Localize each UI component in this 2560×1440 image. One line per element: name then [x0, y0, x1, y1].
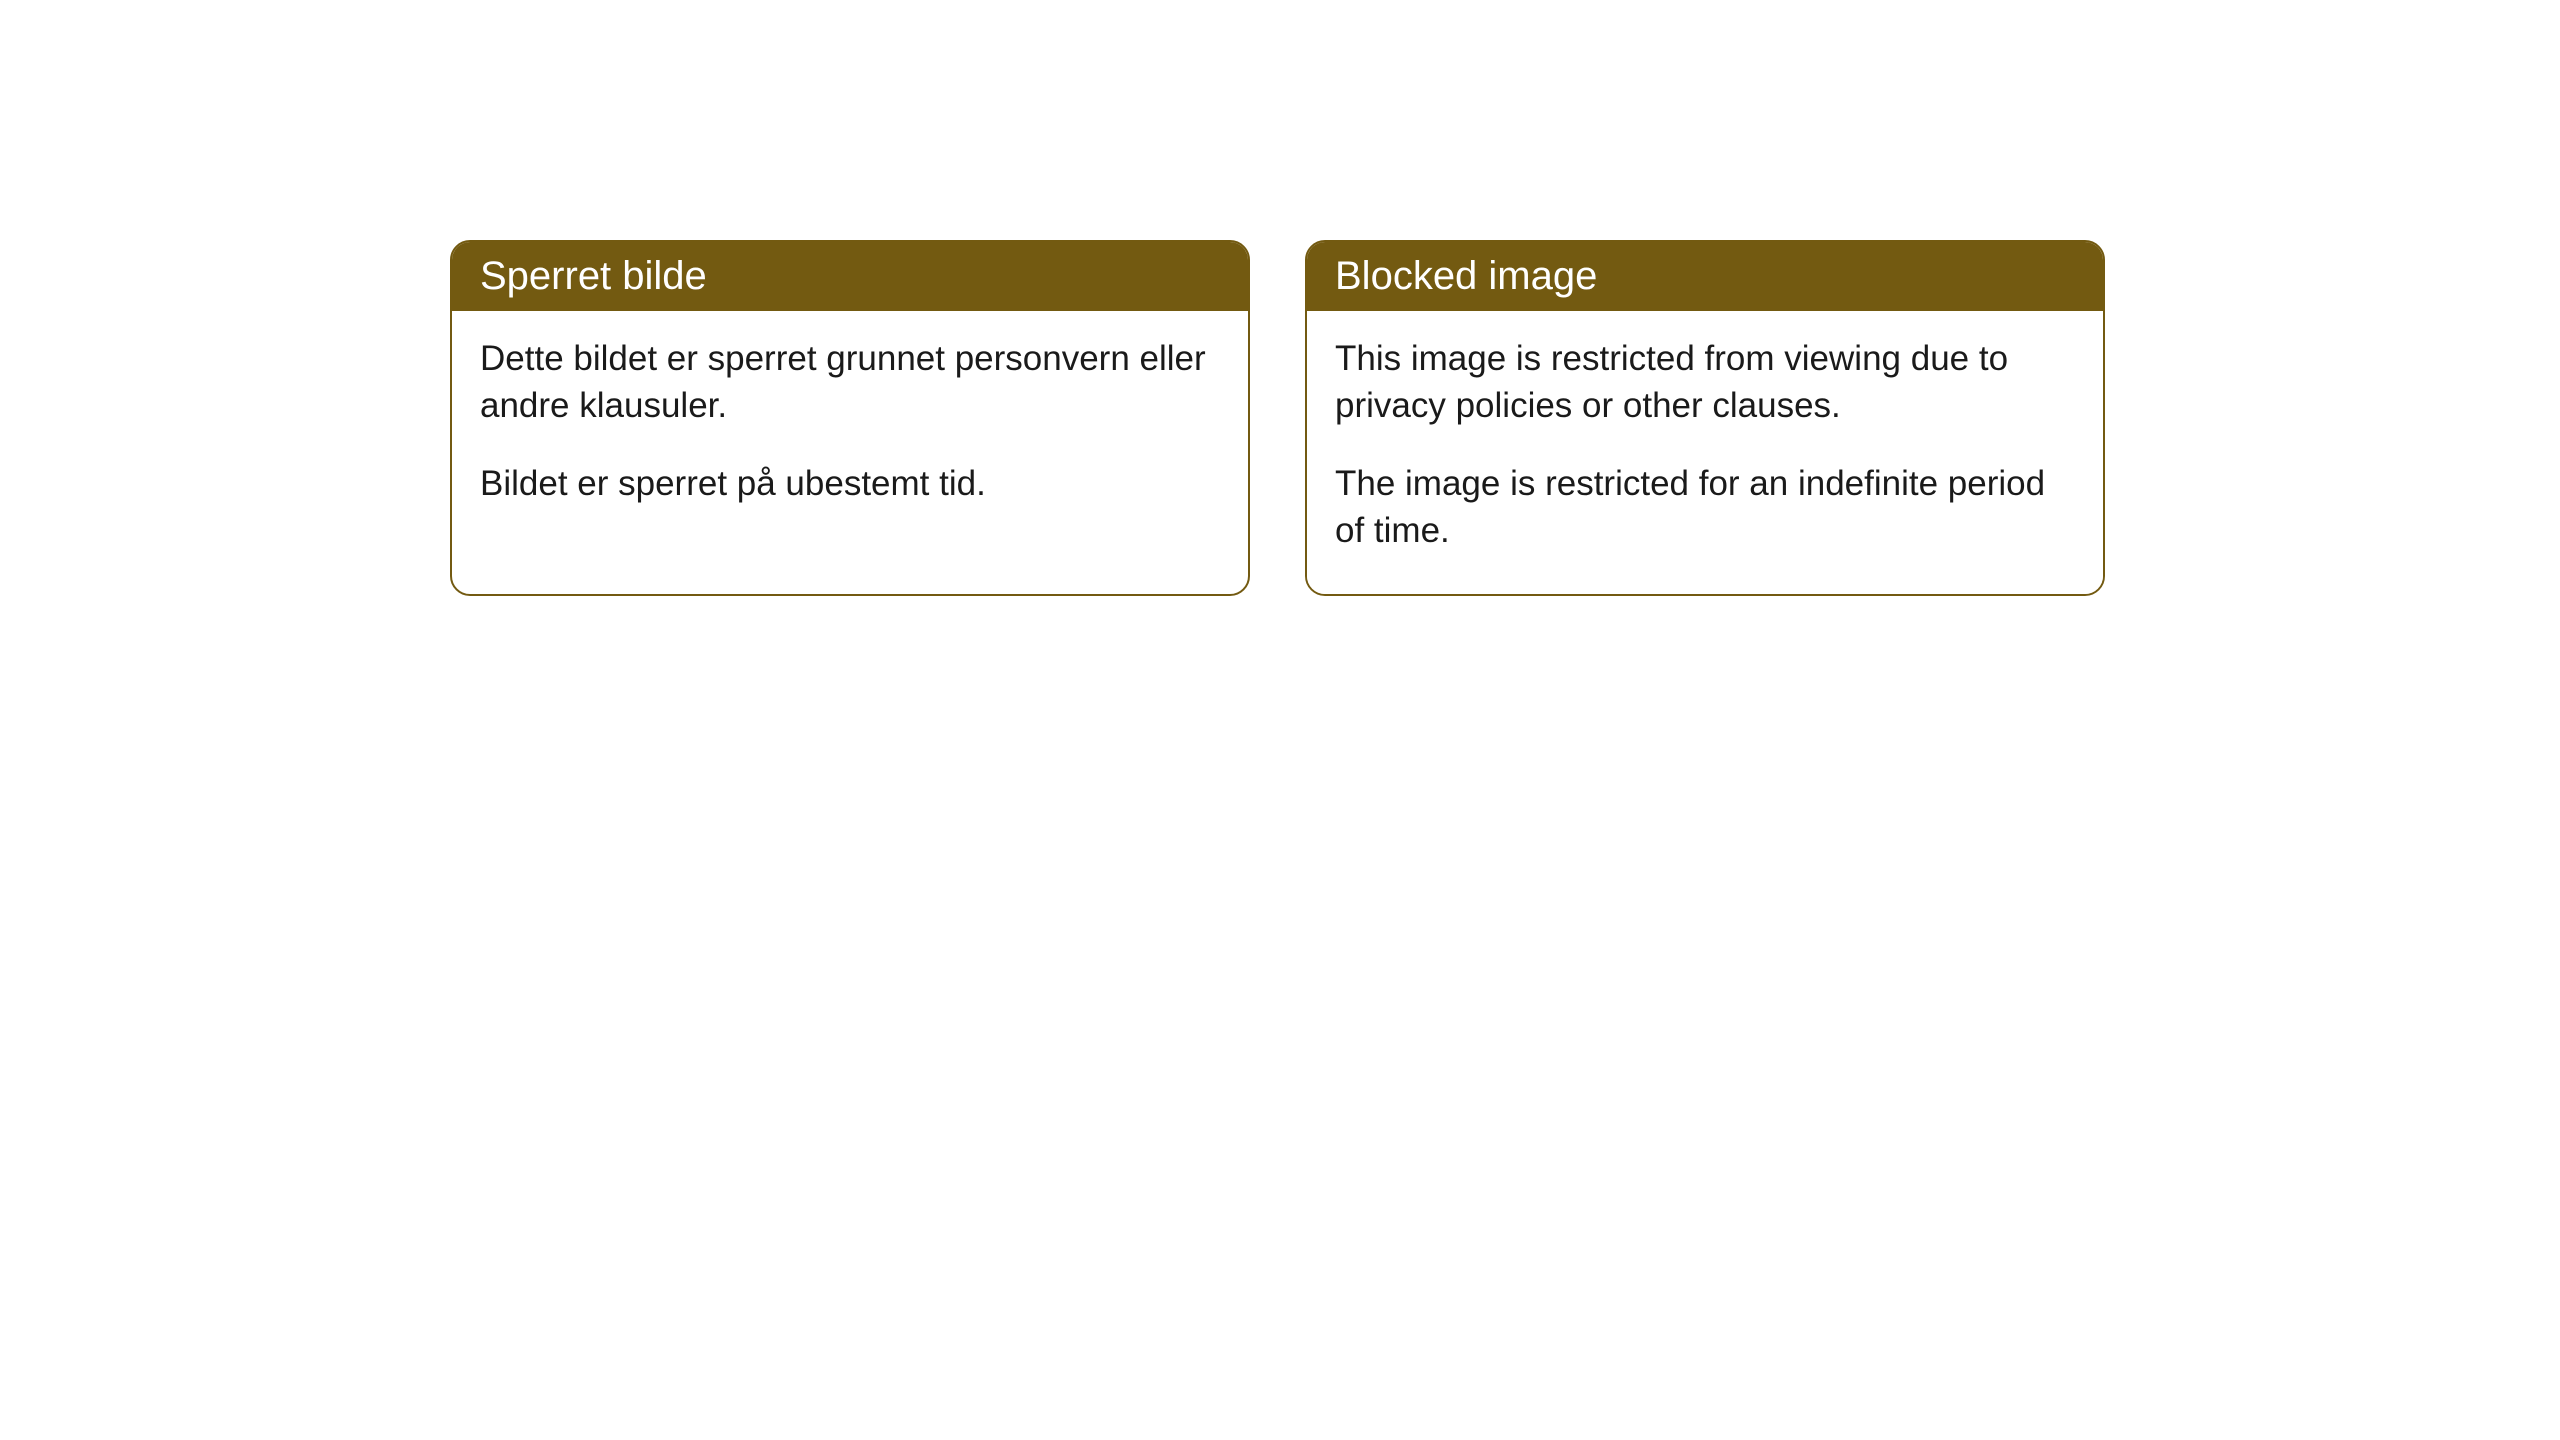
blocked-image-card-english: Blocked image This image is restricted f…: [1305, 240, 2105, 596]
card-header-norwegian: Sperret bilde: [452, 242, 1248, 311]
card-title: Sperret bilde: [480, 254, 707, 298]
card-paragraph-1: This image is restricted from viewing du…: [1335, 335, 2075, 430]
card-header-english: Blocked image: [1307, 242, 2103, 311]
card-paragraph-1: Dette bildet er sperret grunnet personve…: [480, 335, 1220, 430]
card-paragraph-2: The image is restricted for an indefinit…: [1335, 460, 2075, 555]
card-title: Blocked image: [1335, 254, 1597, 298]
card-paragraph-2: Bildet er sperret på ubestemt tid.: [480, 460, 1220, 507]
cards-container: Sperret bilde Dette bildet er sperret gr…: [450, 240, 2105, 596]
blocked-image-card-norwegian: Sperret bilde Dette bildet er sperret gr…: [450, 240, 1250, 596]
card-body-norwegian: Dette bildet er sperret grunnet personve…: [452, 311, 1248, 547]
card-body-english: This image is restricted from viewing du…: [1307, 311, 2103, 594]
